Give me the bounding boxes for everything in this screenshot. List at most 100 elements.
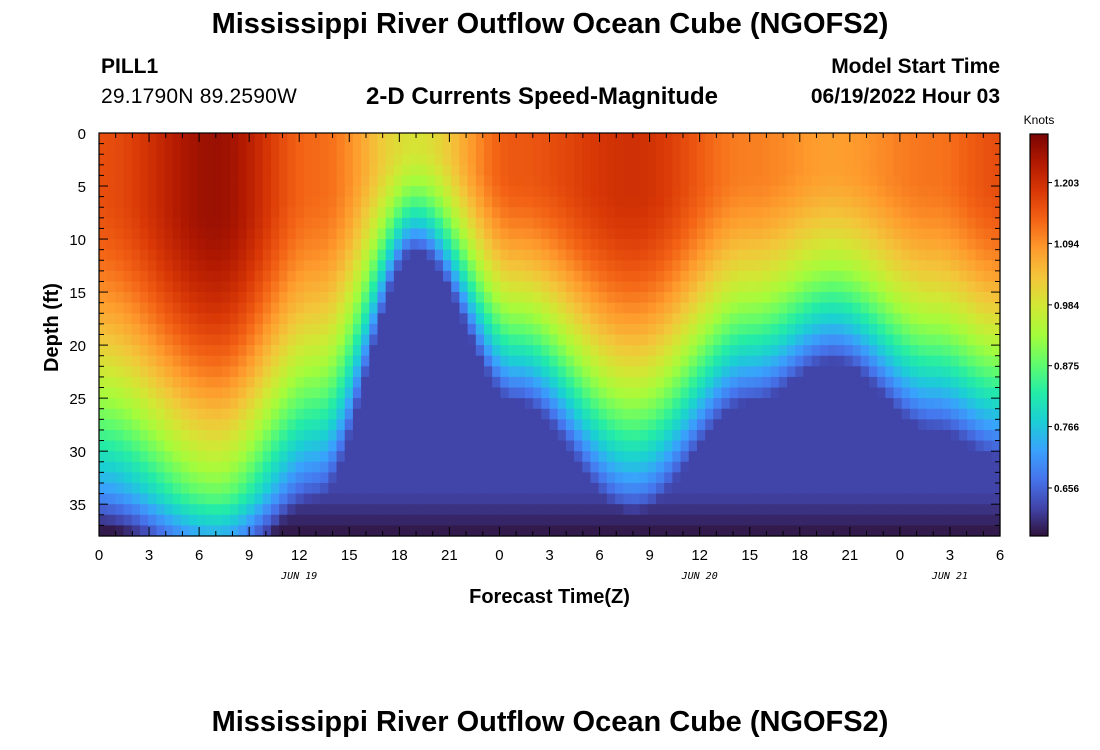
heatmap-cell [860, 217, 870, 230]
heatmap-cell [172, 366, 182, 378]
heatmap-cell [344, 313, 354, 325]
heatmap-cell [877, 345, 886, 357]
heatmap-cell [221, 292, 231, 304]
heatmap-cell [99, 514, 108, 526]
heatmap-cell [254, 207, 264, 219]
heatmap-cell [443, 207, 452, 219]
heatmap-cell [901, 504, 911, 516]
heatmap-cell [475, 472, 485, 484]
heatmap-cell [844, 292, 854, 304]
heatmap-cell [238, 525, 248, 537]
heatmap-cell [131, 493, 141, 505]
heatmap-cell [115, 408, 125, 420]
heatmap-cell [557, 493, 567, 505]
heatmap-cell [615, 461, 624, 473]
heatmap-cell [246, 228, 256, 240]
heatmap-cell [434, 514, 444, 526]
heatmap-cell [139, 440, 149, 452]
heatmap-cell [451, 419, 460, 431]
heatmap-cell [549, 525, 559, 537]
heatmap-cell [279, 249, 288, 261]
heatmap-cell [746, 196, 755, 208]
heatmap-cell [410, 366, 420, 378]
heatmap-cell [672, 461, 682, 473]
heatmap-cell [115, 323, 125, 336]
heatmap-cell [107, 302, 116, 314]
heatmap-cell [664, 207, 673, 219]
heatmap-cell [213, 345, 223, 357]
heatmap-cell [311, 482, 321, 495]
heatmap-cell [623, 366, 633, 378]
heatmap-cell [983, 175, 993, 187]
heatmap-cell [672, 514, 682, 526]
heatmap-cell [885, 281, 895, 293]
heatmap-cell [672, 429, 682, 442]
heatmap-cell [156, 355, 166, 367]
heatmap-cell [827, 164, 837, 177]
heatmap-cell [320, 440, 329, 452]
heatmap-cell [434, 525, 444, 537]
heatmap-cell [99, 323, 108, 336]
heatmap-cell [434, 281, 444, 293]
heatmap-cell [287, 228, 297, 240]
heatmap-cell [787, 440, 796, 452]
heatmap-cell [516, 249, 526, 261]
heatmap-cell [189, 482, 198, 495]
heatmap-cell [868, 376, 878, 389]
heatmap-cell [459, 334, 469, 346]
heatmap-cell [139, 472, 149, 484]
heatmap-cell [574, 398, 583, 410]
heatmap-cell [393, 164, 403, 177]
heatmap-cell [336, 133, 346, 145]
heatmap-cell [770, 323, 780, 336]
heatmap-cell [565, 514, 575, 526]
heatmap-cell [860, 461, 870, 473]
heatmap-cell [827, 525, 837, 537]
heatmap-cell [115, 270, 125, 283]
heatmap-cell [811, 408, 821, 420]
heatmap-cell [909, 504, 919, 516]
heatmap-cell [770, 408, 780, 420]
heatmap-cell [680, 143, 690, 155]
heatmap-cell [303, 482, 313, 495]
heatmap-cell [352, 366, 362, 378]
heatmap-cell [238, 260, 248, 272]
heatmap-cell [402, 207, 411, 219]
heatmap-cell [934, 133, 944, 145]
heatmap-cell [221, 196, 231, 208]
heatmap-cell [393, 504, 403, 516]
heatmap-cell [909, 239, 919, 251]
heatmap-cell [934, 207, 944, 219]
heatmap-cell [762, 270, 772, 283]
heatmap-cell [402, 186, 411, 198]
heatmap-cell [688, 196, 698, 208]
heatmap-cell [746, 451, 755, 463]
heatmap-cell [230, 281, 239, 293]
heatmap-cell [295, 345, 305, 357]
heatmap-cell [443, 334, 452, 346]
heatmap-cell [516, 186, 526, 198]
heatmap-cell [475, 270, 485, 283]
heatmap-cell [950, 376, 960, 389]
heatmap-cell [983, 504, 993, 516]
heatmap-cell [557, 398, 567, 410]
heatmap-cell [443, 514, 452, 526]
heatmap-cell [860, 440, 870, 452]
heatmap-cell [598, 292, 608, 304]
x-tick-label: 6 [595, 547, 603, 564]
heatmap-cell [516, 228, 526, 240]
heatmap-cell [483, 376, 493, 389]
heatmap-cell [295, 472, 305, 484]
heatmap-cell [434, 196, 444, 208]
heatmap-cell [795, 249, 805, 261]
heatmap-cell [778, 525, 788, 537]
heatmap-cell [500, 196, 510, 208]
heatmap-cell [819, 133, 829, 145]
heatmap-cell [631, 482, 641, 495]
heatmap-cell [467, 355, 477, 367]
heatmap-cell [139, 355, 149, 367]
heatmap-cell [459, 186, 469, 198]
heatmap-cell [606, 175, 616, 187]
heatmap-cell [123, 154, 133, 166]
heatmap-cell [221, 207, 231, 219]
